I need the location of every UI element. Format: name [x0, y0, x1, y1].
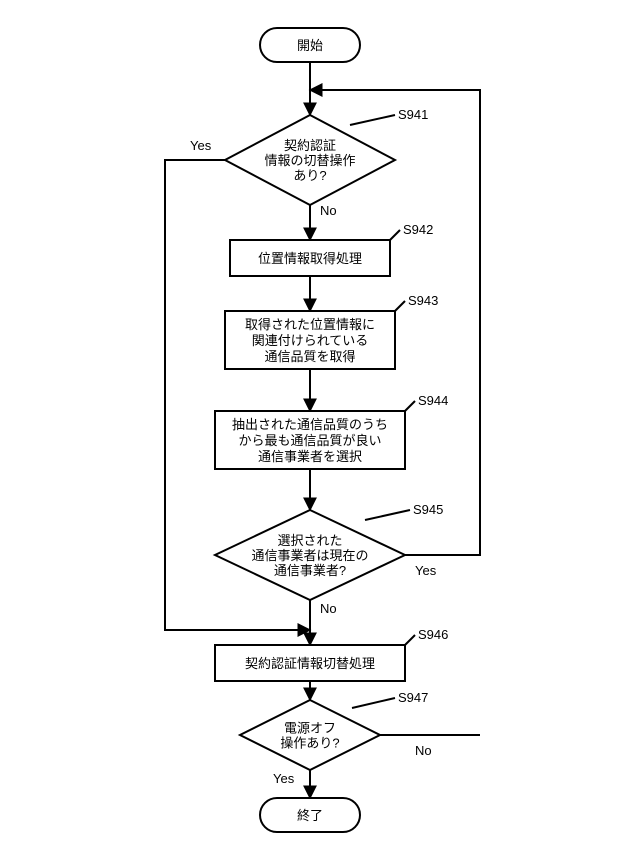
leader-S941 — [350, 115, 395, 125]
svg-text:通信事業者?: 通信事業者? — [274, 563, 346, 578]
branch-label: No — [320, 601, 337, 616]
node-d941: 契約認証情報の切替操作あり? — [225, 115, 395, 205]
branch-label: Yes — [190, 138, 212, 153]
step-label: S944 — [418, 393, 448, 408]
branch-label: No — [320, 203, 337, 218]
svg-text:情報の切替操作: 情報の切替操作 — [264, 153, 355, 168]
leader-S947 — [352, 698, 395, 708]
svg-text:あり?: あり? — [293, 168, 326, 183]
svg-text:終了: 終了 — [297, 808, 323, 823]
svg-text:開始: 開始 — [297, 38, 323, 53]
nodes-layer: 開始契約認証情報の切替操作あり?位置情報取得処理取得された位置情報に関連付けられ… — [215, 28, 405, 832]
step-label: S945 — [413, 502, 443, 517]
svg-text:契約認証情報切替処理: 契約認証情報切替処理 — [245, 656, 375, 671]
node-d945: 選択された通信事業者は現在の通信事業者? — [215, 510, 405, 600]
branch-label: Yes — [273, 771, 295, 786]
flowchart-canvas: 開始契約認証情報の切替操作あり?位置情報取得処理取得された位置情報に関連付けられ… — [0, 0, 640, 849]
node-end: 終了 — [260, 798, 360, 832]
svg-text:取得された位置情報に: 取得された位置情報に — [245, 317, 375, 332]
node-d947: 電源オフ操作あり? — [240, 700, 380, 770]
node-p946: 契約認証情報切替処理 — [215, 645, 405, 681]
svg-text:通信品質を取得: 通信品質を取得 — [264, 349, 355, 364]
leader-S942 — [390, 230, 400, 240]
step-label: S943 — [408, 293, 438, 308]
node-p942: 位置情報取得処理 — [230, 240, 390, 276]
svg-text:電源オフ: 電源オフ — [284, 721, 336, 736]
svg-text:位置情報取得処理: 位置情報取得処理 — [258, 251, 362, 266]
step-label: S941 — [398, 107, 428, 122]
svg-text:関連付けられている: 関連付けられている — [252, 333, 369, 348]
svg-text:操作あり?: 操作あり? — [280, 736, 339, 751]
leader-S945 — [365, 510, 410, 520]
node-start: 開始 — [260, 28, 360, 62]
svg-text:契約認証: 契約認証 — [284, 138, 336, 153]
branch-label: Yes — [415, 563, 437, 578]
node-p944: 抽出された通信品質のうちから最も通信品質が良い通信事業者を選択 — [215, 411, 405, 469]
svg-text:から最も通信品質が良い: から最も通信品質が良い — [238, 433, 381, 448]
branch-label: No — [415, 743, 432, 758]
step-label: S942 — [403, 222, 433, 237]
svg-text:通信事業者は現在の: 通信事業者は現在の — [251, 548, 368, 563]
step-label: S947 — [398, 690, 428, 705]
leader-S944 — [405, 401, 415, 411]
step-label: S946 — [418, 627, 448, 642]
leader-S946 — [405, 635, 415, 645]
leader-S943 — [395, 301, 405, 311]
node-p943: 取得された位置情報に関連付けられている通信品質を取得 — [225, 311, 395, 369]
svg-text:通信事業者を選択: 通信事業者を選択 — [258, 449, 362, 464]
svg-text:抽出された通信品質のうち: 抽出された通信品質のうち — [232, 417, 388, 432]
svg-text:選択された: 選択された — [277, 533, 342, 548]
